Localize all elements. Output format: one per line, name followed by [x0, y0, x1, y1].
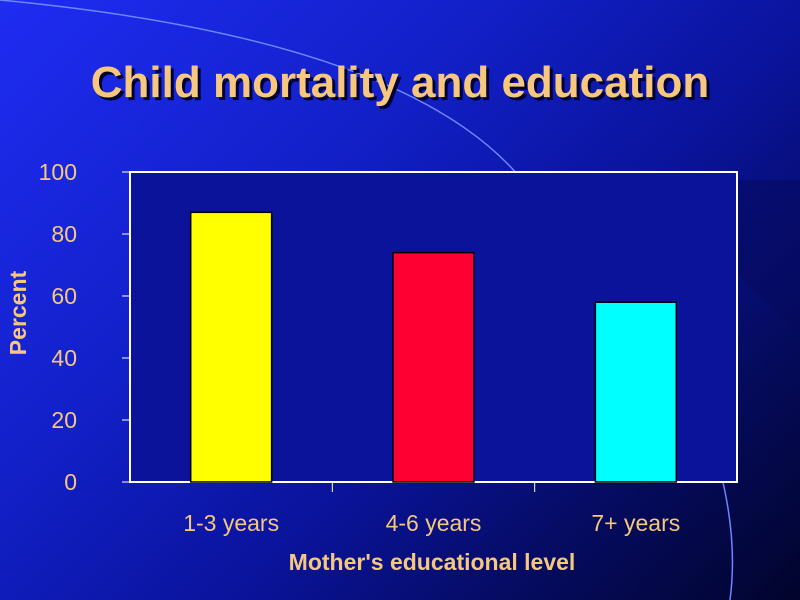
y-tick-label: 40 [51, 345, 77, 371]
y-tick-label: 60 [51, 283, 77, 309]
y-tick-label: 20 [51, 407, 77, 433]
y-axis: 0 20 40 60 80 100 [39, 159, 130, 495]
x-tick-label: 1-3 years [183, 510, 279, 536]
x-axis: 1-3 years 4-6 years 7+ years [183, 482, 680, 536]
y-tick-label: 80 [51, 221, 77, 247]
bar-series [189, 211, 678, 483]
bar-2 [392, 251, 475, 483]
x-tick-label: 4-6 years [386, 510, 482, 536]
y-axis-title: Percent [5, 270, 31, 355]
x-axis-title: Mother's educational level [289, 549, 576, 575]
bar-3 [594, 301, 678, 483]
y-tick-label: 0 [64, 469, 77, 495]
y-tick-label: 100 [39, 159, 77, 185]
x-tick-label: 7+ years [591, 510, 680, 536]
bar-1 [189, 211, 273, 483]
slide-title: Child mortality and education [90, 58, 710, 107]
